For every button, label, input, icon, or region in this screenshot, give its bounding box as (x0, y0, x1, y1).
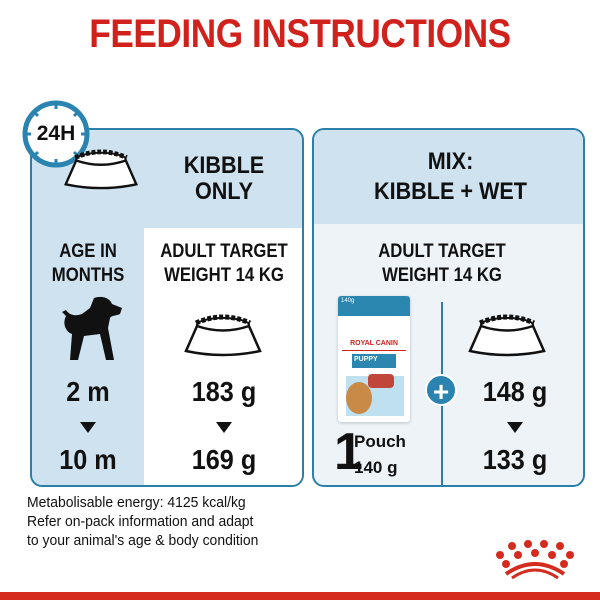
age-end: 10 m (59, 444, 117, 475)
target-weight-1: ADULT TARGET (160, 241, 288, 262)
target-weight-1: ADULT TARGET (378, 241, 506, 262)
kibble-column (144, 228, 302, 485)
mix-heading-2: KIBBLE + WET (373, 178, 527, 205)
arrow-down-icon (80, 422, 96, 433)
pouch-label: Pouch (354, 432, 406, 451)
mix-panel: MIX: KIBBLE + WET ADULT TARGET WEIGHT 14… (312, 128, 585, 487)
pouch-count: 1 (334, 423, 363, 481)
pouch-variant: PUPPY (352, 354, 396, 368)
mix-kibble-end-amount: 133 g (482, 444, 548, 475)
kibble-only-heading-1: KIBBLE (183, 152, 265, 179)
mix-kibble-start-amount: 148 g (482, 376, 548, 407)
kibble-bowl-icon (64, 149, 138, 190)
pouch-brand: ROYAL CANIN (350, 340, 398, 347)
target-weight-2: WEIGHT 14 KG (164, 265, 284, 286)
mix-heading-1: MIX: (427, 148, 474, 175)
brand-red-bar (0, 592, 600, 600)
kibble-bowl-icon (184, 314, 262, 357)
puppy-silhouette-icon (62, 296, 122, 360)
page-title: FEEDING INSTRUCTIONS (89, 12, 511, 56)
target-weight-2: WEIGHT 14 KG (382, 265, 502, 286)
age-start: 2 m (66, 376, 110, 407)
kibble-only-heading-2: ONLY (194, 178, 254, 205)
kibble-bowl-icon (468, 314, 546, 357)
arrow-down-icon (507, 422, 523, 433)
wet-food-pouch-image: 140g ROYAL CANIN PUPPY (338, 296, 410, 422)
clock-badge-label: 24H (36, 122, 76, 145)
kibble-start-amount: 183 g (191, 376, 257, 407)
arrow-down-icon (216, 422, 232, 433)
kibble-end-amount: 169 g (191, 444, 257, 475)
pouch-size: 140g (341, 298, 355, 304)
energy-note: Metabolisable energy: 4125 kcal/kg (27, 494, 246, 511)
advice-note-1: Refer on-pack information and adapt (27, 513, 254, 530)
royal-canin-crown-logo (496, 540, 574, 580)
plus-icon: + (425, 374, 457, 407)
age-label-2: MONTHS (51, 265, 125, 286)
age-label-1: AGE IN (59, 241, 117, 262)
advice-note-2: to your animal's age & body condition (27, 532, 259, 549)
mix-header (314, 130, 583, 224)
kibble-only-panel: KIBBLE ONLY AGE IN MONTHS ADULT TARGET W… (30, 128, 304, 487)
pouch-weight: 140 g (354, 458, 398, 477)
